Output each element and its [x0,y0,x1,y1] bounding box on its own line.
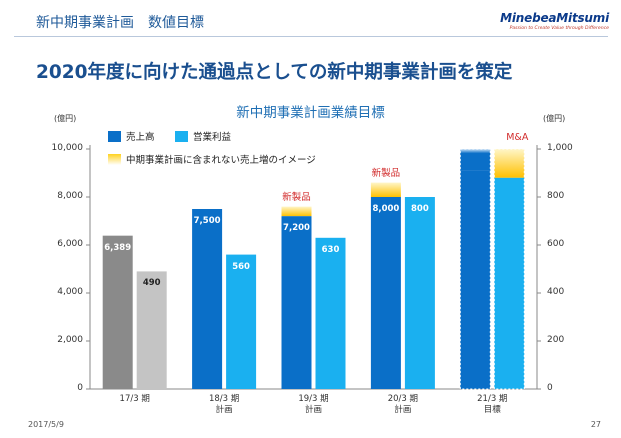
legend-item-profit: 営業利益 [175,129,231,143]
annotation-label: 新製品 [282,191,311,203]
profit-bar [494,177,525,389]
target-sales-outline [459,148,491,390]
slide-headline: 2020年度に向けた通過点としての新中期事業計画を策定 [36,62,513,83]
profit-data-label: 630 [321,244,340,255]
legend-label-sales: 売上高 [126,132,155,143]
right-axis-tick-label: 400 [547,287,565,297]
right-axis-unit: (億円) [543,114,566,123]
target-profit-outline [493,148,525,390]
slide-section-title: 新中期事業計画 数値目標 [36,15,204,31]
right-axis-tick-label: 200 [547,335,565,345]
sales-bar [192,209,223,389]
left-axis-unit: (億円) [54,114,77,123]
left-axis-tick-label: 6,000 [57,239,83,249]
page-number: 27 [590,420,601,429]
right-axis-tick-label: 1,000 [547,143,573,153]
annotation-label: M&A [506,132,529,143]
sales-bar [281,216,312,389]
header-divider [14,36,608,37]
x-axis-tick-label: 19/3 期 計画 [298,394,329,415]
sales-data-label: 8,000 [372,204,400,214]
logo-tagline: Passion to Create Value through Differen… [509,26,609,31]
sales-bar [460,170,491,389]
left-axis-tick-label: 2,000 [57,335,83,345]
chart-title: 新中期事業計画業績目標 [236,105,385,121]
right-axis-tick-label: 800 [547,191,565,201]
left-axis-tick-label: 10,000 [51,143,84,153]
unplanned-sales-bar [281,206,312,217]
unplanned-sales-bar [370,182,401,197]
legend-label-profit: 営業利益 [193,132,232,143]
logo-wordmark: MinebeaMitsumi [500,11,609,25]
sales-data-label: 7,500 [193,216,221,226]
unplanned-sales-bar [460,149,491,171]
legend-swatch-profit [175,130,188,142]
legend-label-unplanned: 中期事業計画に含まれない売上増のイメージ [126,155,316,166]
profit-data-label: 560 [232,261,250,272]
footer-date: 2017/5/9 [28,420,64,429]
profit-data-label: 800 [411,204,429,214]
sales-data-label: 7,200 [283,223,310,234]
profit-data-label: 490 [142,278,161,289]
profit-bar [136,271,167,389]
x-axis-tick-label: 18/3 期 計画 [208,394,240,415]
annotation-label: 新製品 [371,167,401,179]
legend-swatch-sales [108,130,121,142]
sales-data-label: 6,389 [104,242,132,253]
profit-bar [404,197,435,389]
right-axis-tick-label: 0 [547,383,553,393]
profit-bar [315,237,346,389]
legend-item-sales: 売上高 [108,129,155,143]
left-axis-tick-label: 8,000 [57,191,83,201]
profit-bar [226,254,257,389]
left-axis-tick-label: 0 [77,383,83,393]
x-axis-tick-label: 20/3 期 計画 [387,394,419,415]
sales-bar [370,197,401,389]
x-axis-tick-label: 17/3 期 [119,394,150,404]
company-logo: MinebeaMitsumi Passion to Create Value t… [500,11,609,31]
x-axis-tick-label: 21/3 期 目標 [477,394,508,415]
legend-swatch-unplanned [108,153,121,165]
left-axis-tick-label: 4,000 [57,287,83,297]
unplanned-profit-bar [494,149,525,178]
legend-item-unplanned: 中期事業計画に含まれない売上増のイメージ [108,152,316,166]
sales-bar [102,235,133,389]
right-axis-tick-label: 600 [547,239,565,249]
